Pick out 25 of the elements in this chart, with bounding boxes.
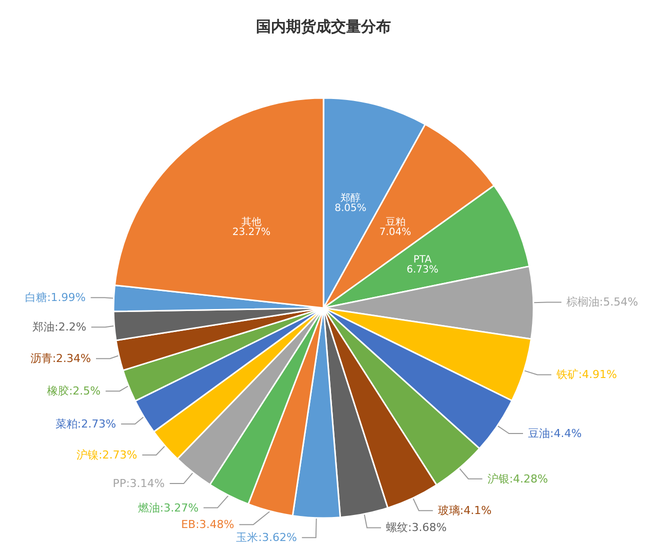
slice-label: 玻璃:4.1% xyxy=(438,504,492,518)
slice-label: 铁矿:4.91% xyxy=(555,368,617,382)
slice-label: 燃油:3.27% xyxy=(138,501,199,514)
slice-label: 螺纹:3.68% xyxy=(386,521,447,534)
slice-label: PTA xyxy=(413,254,432,266)
slice-label: 豆粕 xyxy=(385,216,406,228)
slice-label: 郑醇 xyxy=(340,192,361,204)
slice-label: 沪镍:2.73% xyxy=(76,448,138,462)
slice-label: PP:3.14% xyxy=(112,477,165,490)
slice-label: 菜粕:2.73% xyxy=(55,418,116,431)
slice-label: 玉米:3.62% xyxy=(236,531,297,544)
slice-label: 白糖:1.99% xyxy=(25,291,86,304)
chart-title: 国内期货成交量分布 xyxy=(256,18,391,36)
data-label: 8.05% xyxy=(334,202,366,214)
slice-label: 豆油:4.4% xyxy=(528,427,582,440)
data-label: 7.04% xyxy=(379,226,412,238)
data-label: 6.73% xyxy=(406,264,438,276)
slice-label: 棕榈油:5.54% xyxy=(566,296,638,309)
slice-label: 沥青:2.34% xyxy=(30,352,91,366)
slice-label: 橡胶:2.5% xyxy=(46,384,101,398)
slice-label: 沪银:4.28% xyxy=(487,472,548,486)
data-label: 23.27% xyxy=(232,227,270,238)
slice-label: 郑油:2.2% xyxy=(32,320,86,334)
slice-label: 其他 xyxy=(241,216,262,228)
slice-label: EB:3.48% xyxy=(181,518,234,532)
